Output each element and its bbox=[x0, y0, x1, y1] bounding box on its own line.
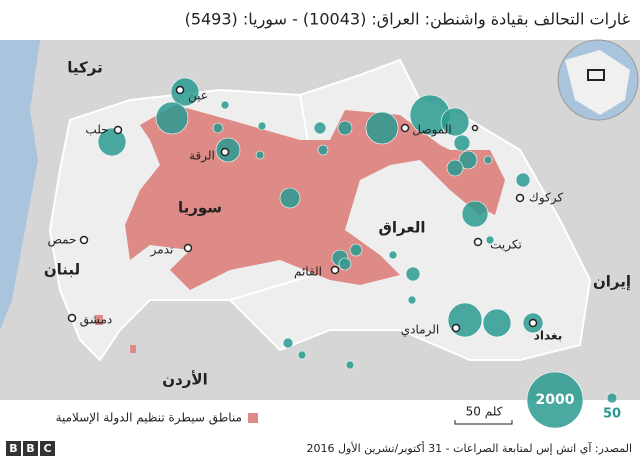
strike-bubble bbox=[482, 308, 512, 338]
country-label: تركيا bbox=[67, 59, 102, 77]
strike-bubble bbox=[317, 144, 329, 156]
shape bbox=[23, 441, 38, 456]
country-label: الأردن bbox=[162, 371, 207, 389]
city-label: حلب bbox=[85, 123, 108, 137]
strike-bubble bbox=[388, 250, 398, 260]
strike-bubble bbox=[446, 159, 464, 177]
strike-bubble bbox=[461, 200, 489, 228]
strike-bubble bbox=[220, 100, 230, 110]
city-dot bbox=[451, 323, 461, 333]
shape bbox=[40, 441, 55, 456]
strike-bubble bbox=[365, 111, 399, 145]
city-label: حمص bbox=[47, 233, 76, 248]
city-dot bbox=[67, 313, 77, 323]
city-dot bbox=[183, 243, 193, 253]
strike-bubble bbox=[606, 392, 618, 404]
inset-land bbox=[565, 50, 630, 115]
city-dots bbox=[67, 85, 538, 333]
strike-bubble bbox=[212, 122, 224, 134]
logo-letter: C bbox=[43, 442, 51, 455]
city-dot bbox=[515, 193, 525, 203]
strike-bubble bbox=[407, 295, 417, 305]
strike-bubble bbox=[170, 77, 200, 107]
strike-bubble bbox=[483, 155, 493, 165]
city-label: كركوك bbox=[529, 191, 563, 206]
city-label: بغداد bbox=[534, 329, 562, 343]
legend-label: مناطق سيطرة تنظيم الدولة الإسلامية bbox=[56, 411, 242, 426]
city-label: تدمر bbox=[150, 243, 174, 258]
logo-letter: B bbox=[9, 442, 17, 455]
inset-box bbox=[587, 69, 605, 81]
strike-bubble bbox=[257, 121, 267, 131]
title: غارات التحالف بقيادة واشنطن: العراق: (10… bbox=[185, 10, 630, 30]
shape bbox=[6, 441, 21, 456]
strike-bubble bbox=[440, 107, 470, 137]
strike-bubble bbox=[458, 150, 478, 170]
strike-bubble bbox=[453, 134, 471, 152]
city-label: عين bbox=[188, 89, 208, 104]
strike-bubble bbox=[313, 121, 327, 135]
city-dot bbox=[471, 124, 479, 132]
strike-bubble bbox=[345, 360, 355, 370]
city-dot bbox=[175, 85, 185, 95]
strike-bubble bbox=[282, 337, 294, 349]
city-dot bbox=[473, 237, 483, 247]
city-dot bbox=[400, 123, 410, 133]
map: تركيا سوريا العراق لبنان الأردن إيران عي… bbox=[0, 39, 640, 429]
country-label: لبنان bbox=[44, 261, 80, 279]
city-dot bbox=[330, 265, 340, 275]
city-dot bbox=[528, 318, 538, 328]
city-label: الرمادي bbox=[401, 323, 439, 338]
city-dot bbox=[79, 235, 89, 245]
legend-size-label: 2000 bbox=[536, 392, 575, 408]
sea bbox=[0, 40, 40, 330]
city-dot bbox=[113, 125, 123, 135]
country-label: العراق bbox=[378, 219, 425, 237]
bbc-logo: B B C bbox=[6, 441, 55, 456]
strike-bubble bbox=[485, 235, 495, 245]
isis-area bbox=[95, 315, 103, 325]
city-label: الموصل bbox=[412, 123, 451, 138]
isis-area bbox=[130, 345, 136, 353]
city-label: تكريت bbox=[490, 238, 522, 253]
strike-bubble bbox=[97, 127, 127, 157]
strike-bubble bbox=[526, 371, 584, 429]
strike-bubble bbox=[279, 187, 301, 209]
logo-letter: B bbox=[26, 442, 34, 455]
strike-bubble bbox=[349, 243, 363, 257]
strike-bubble bbox=[447, 302, 483, 338]
scale-label: 50 كلم bbox=[466, 405, 503, 419]
strike-bubble bbox=[515, 172, 531, 188]
strike-bubble bbox=[297, 350, 307, 360]
city-label: دمشق bbox=[80, 313, 112, 328]
legend-swatch bbox=[248, 413, 258, 423]
source: المصدر: آي اتش إس لمتابعة الصراعات - 31 … bbox=[307, 441, 632, 455]
strike-bubbles bbox=[97, 77, 618, 429]
city-label: الرقة bbox=[189, 149, 215, 164]
strike-bubble bbox=[255, 150, 265, 160]
strike-bubble bbox=[155, 101, 189, 135]
city-dot bbox=[220, 147, 230, 157]
country-label: إيران bbox=[593, 273, 631, 291]
strike-bubble bbox=[337, 120, 353, 136]
strike-bubble bbox=[405, 266, 421, 282]
strike-bubble bbox=[338, 257, 352, 271]
city-label: القائم bbox=[294, 265, 322, 279]
scale-bar bbox=[454, 420, 513, 425]
legend-size-label: 50 bbox=[603, 407, 621, 422]
country-label: سوريا bbox=[178, 199, 222, 217]
